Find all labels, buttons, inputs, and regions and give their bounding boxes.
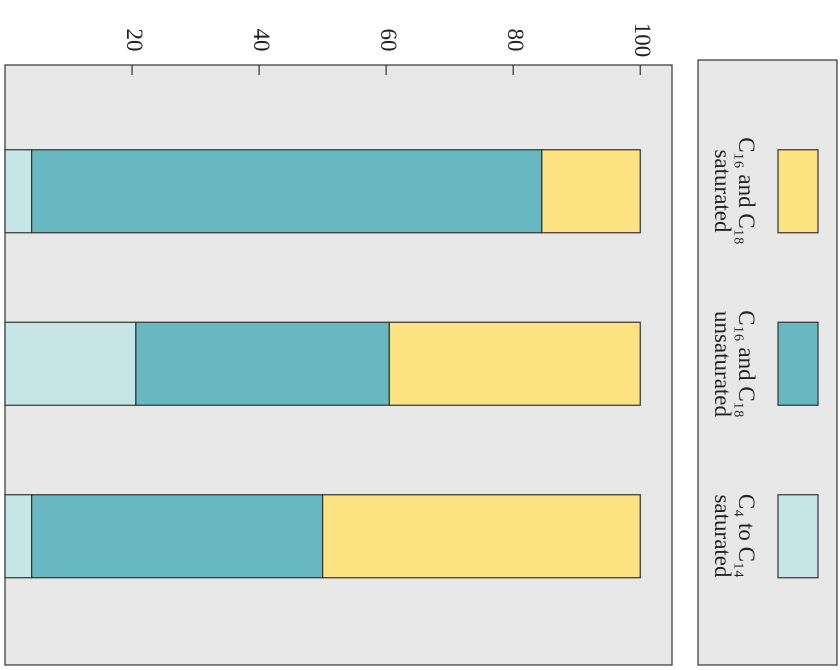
bar-segment: [135, 321, 390, 406]
legend-label: C₄ to C₁₄ saturated: [710, 494, 759, 579]
y-tick-label: 80: [503, 29, 528, 52]
bar-segment: [541, 149, 641, 234]
legend-swatch: [777, 149, 819, 234]
legend-label: C₁₆ and C₁₈ saturated: [710, 137, 759, 245]
legend-swatch: [777, 321, 819, 406]
bar-segment: [4, 494, 33, 579]
legend-swatch: [777, 494, 819, 579]
bar-segment: [322, 494, 641, 579]
y-tick-label: 20: [122, 29, 147, 52]
y-tick-label: 40: [249, 29, 274, 52]
bar-segment: [4, 321, 137, 406]
bar-segment: [4, 149, 33, 234]
y-tick-label: 60: [376, 29, 401, 52]
legend-label: C₁₆ and C₁₈ unsaturated: [710, 310, 759, 418]
y-tick-label: 100: [630, 23, 655, 58]
bar-segment: [31, 149, 543, 234]
bar-segment: [388, 321, 641, 406]
bar-segment: [31, 494, 324, 579]
